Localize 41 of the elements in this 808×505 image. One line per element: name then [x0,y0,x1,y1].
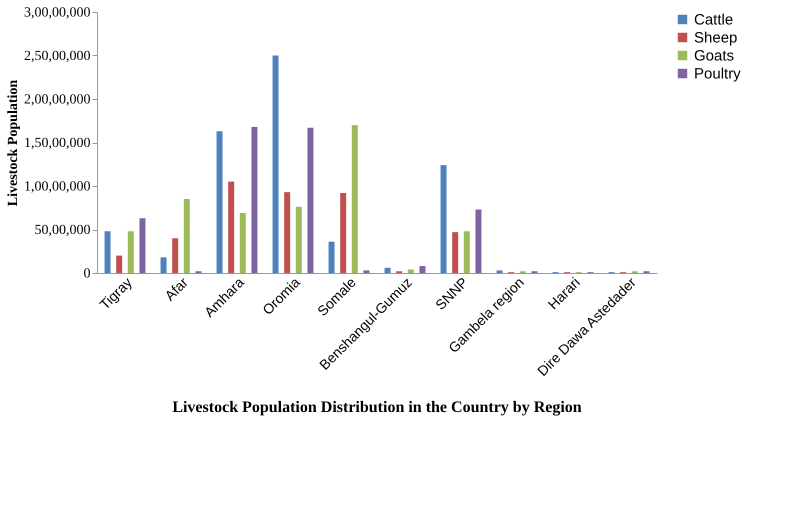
bar [419,266,426,273]
bar [475,209,482,273]
bar [139,218,146,273]
y-axis-title: Livestock Population [6,80,21,206]
y-tick-label: 0 [84,266,90,282]
bar [408,270,414,273]
y-tick-label: 1,50,00,000 [24,136,90,151]
bar [104,231,111,273]
bar [384,268,391,273]
bar [116,256,122,273]
bar [128,231,134,273]
bar [352,125,358,273]
y-tick-label: 2,50,00,000 [24,49,90,64]
bar [363,270,370,273]
y-tick-label: 3,00,00,000 [24,6,90,20]
legend-label: Cattle [694,12,734,28]
legend-label: Sheep [694,30,738,46]
y-tick-label: 1,00,00,000 [24,180,90,194]
bar [440,165,447,273]
y-tick-label: 2,00,00,000 [24,92,90,108]
legend-label: Goats [694,48,734,64]
bar [251,126,258,273]
text: Livestock Population Distribution in the Country by Region [172,398,582,416]
bar [240,212,246,273]
bar [216,131,223,273]
legend-label: Poultry [694,66,742,82]
bar [184,199,190,273]
bar [296,206,302,273]
bar [228,182,234,273]
x-tick-label: Afar [161,274,192,304]
bar [496,270,503,273]
bar [464,231,470,273]
bar [307,128,314,273]
bar [160,257,167,273]
bar [272,56,279,273]
bar [328,242,335,273]
bar [452,232,458,273]
bar [284,192,290,273]
bar [172,238,178,273]
bar [340,192,346,273]
y-tick-label: 50,00,000 [34,223,90,238]
